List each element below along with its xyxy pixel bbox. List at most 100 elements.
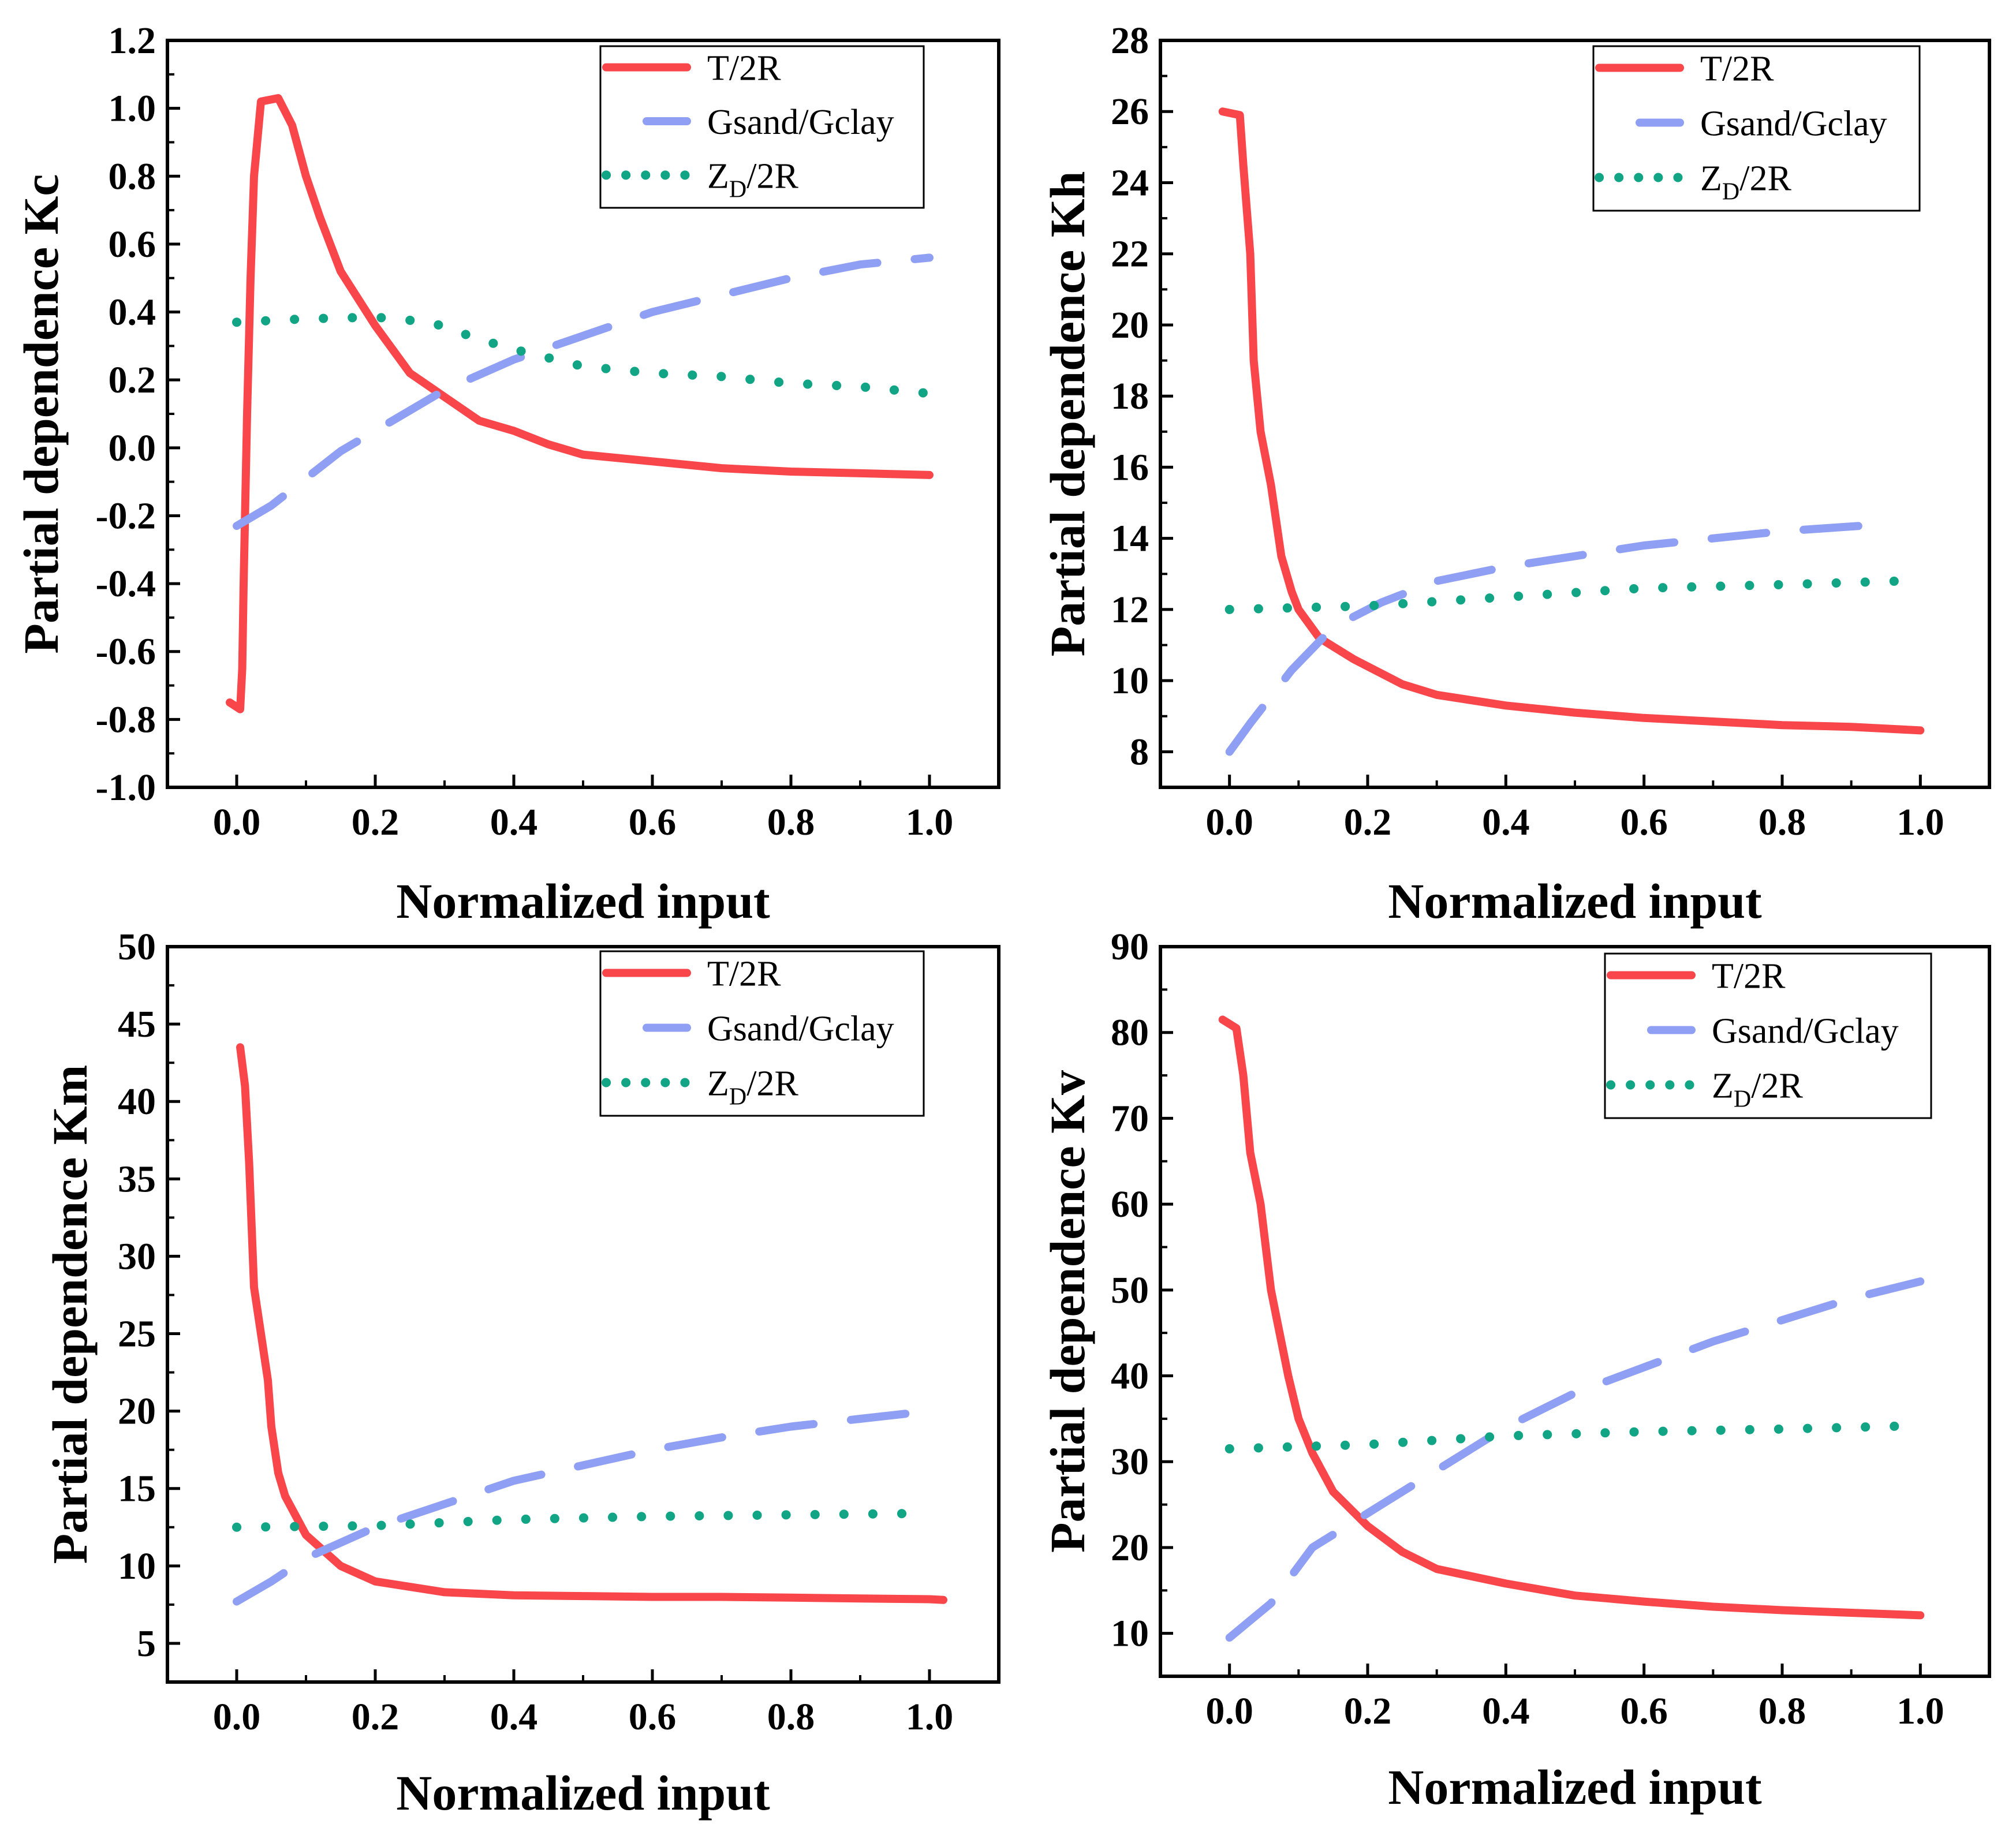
y-tick-label: 90 — [1111, 926, 1149, 968]
y-tick-label: 24 — [1111, 162, 1149, 204]
x-tick-label: 1.0 — [906, 801, 954, 843]
y-tick-label: 25 — [118, 1313, 156, 1355]
legend-label-zd-main: Z — [707, 156, 729, 196]
x-axis-title-km: Normalized input — [396, 1765, 770, 1821]
legend-label-t2r: T/2R — [707, 49, 781, 88]
y-tick-label: 8 — [1130, 731, 1149, 773]
chart-panel-kc: Partial dependence Kc Normalized input 0… — [13, 20, 1000, 929]
x-tick-label: 0.8 — [1759, 1690, 1806, 1732]
x-axis-title-kh: Normalized input — [1388, 873, 1762, 929]
y-tick-label: 60 — [1111, 1183, 1149, 1225]
legend-label-zd-sub: D — [1722, 179, 1739, 205]
legend-box — [599, 45, 925, 209]
legend-label-zd-tail: /2R — [1739, 159, 1791, 199]
x-tick-label: 0.2 — [1344, 1690, 1392, 1732]
series-line-zd-kc — [232, 312, 934, 398]
x-tick-label: 0.4 — [1482, 1690, 1530, 1732]
x-tick-label: 0.8 — [767, 1696, 815, 1738]
y-tick-label: 20 — [1111, 1527, 1149, 1569]
legend-label-zd-tail: /2R — [746, 1064, 798, 1104]
legend-label-zd-main: Z — [1700, 159, 1722, 199]
x-tick-label: 0.2 — [352, 1696, 400, 1738]
x-tick-label: 0.6 — [629, 801, 677, 843]
series-line-gsand-kc — [233, 253, 934, 530]
x-tick-label: 0.8 — [1759, 801, 1806, 843]
legend-label-zd: ZD/2R — [707, 156, 798, 203]
x-tick-label: 0.6 — [1620, 1690, 1668, 1732]
y-tick-label: 50 — [118, 926, 156, 968]
series-line-gsand-kv — [1225, 1277, 1925, 1642]
x-tick-label: 0.4 — [1482, 801, 1530, 843]
x-tick-label: 1.0 — [1896, 801, 1944, 843]
legend-label-gsand: Gsand/Gclay — [1700, 104, 1887, 144]
y-tick-label: 1.0 — [109, 88, 156, 130]
legend-label-zd-main: Z — [1712, 1067, 1734, 1106]
legend-label-zd: ZD/2R — [707, 1064, 798, 1111]
x-axis-title-kc: Normalized input — [396, 873, 770, 929]
legend-kv: T/2R Gsand/Gclay ZD/2R — [1604, 952, 1932, 1119]
series-line-zd-km — [232, 1508, 934, 1532]
y-tick-label: 10 — [118, 1545, 156, 1587]
legend-box — [1592, 45, 1921, 212]
y-tick-label: 0.2 — [109, 359, 156, 401]
y-tick-label: 10 — [1111, 1613, 1149, 1655]
legend-box — [599, 950, 925, 1117]
legend-label-zd: ZD/2R — [1712, 1067, 1803, 1113]
y-tick-label: 0.4 — [109, 291, 156, 334]
legend-label-zd-sub: D — [729, 176, 746, 203]
y-tick-label: 0.0 — [109, 427, 156, 469]
y-tick-label: 30 — [1111, 1441, 1149, 1483]
y-tick-label: 16 — [1111, 446, 1149, 488]
series-line-t2r-kc — [226, 94, 934, 713]
legend-label-zd-sub: D — [729, 1084, 746, 1111]
y-tick-label: 40 — [1111, 1355, 1149, 1397]
y-tick-label: 18 — [1111, 375, 1149, 417]
legend-km: T/2R Gsand/Gclay ZD/2R — [599, 950, 925, 1117]
legend-label-t2r: T/2R — [1712, 957, 1786, 996]
legend-label-gsand: Gsand/Gclay — [707, 103, 894, 142]
y-tick-label: 20 — [1111, 304, 1149, 346]
y-axis-title-kv: Partial dependence Kv — [1040, 1070, 1095, 1553]
y-tick-label: 12 — [1111, 589, 1149, 631]
y-tick-label: -0.2 — [96, 495, 156, 537]
x-tick-label: 0.0 — [213, 801, 261, 843]
legend-kh: T/2R Gsand/Gclay ZD/2R — [1592, 45, 1921, 212]
legend-kc: T/2R Gsand/Gclay ZD/2R — [599, 45, 925, 209]
legend-box — [1604, 952, 1932, 1119]
y-tick-label: 0.6 — [109, 223, 156, 266]
legend-label-t2r: T/2R — [1700, 50, 1774, 89]
y-tick-label: 80 — [1111, 1012, 1149, 1054]
legend-label-zd-tail: /2R — [1751, 1067, 1803, 1106]
x-tick-label: 0.2 — [1344, 801, 1392, 843]
chart-panel-km: Partial dependence Km Normalized input 0… — [42, 926, 1000, 1821]
chart-panel-kv: Partial dependence Kv Normalized input 0… — [1040, 926, 1991, 1815]
y-tick-label: 22 — [1111, 233, 1149, 275]
y-tick-label: 5 — [137, 1623, 156, 1665]
y-axis-title-km: Partial dependence Km — [42, 1065, 98, 1564]
y-tick-label: 15 — [118, 1468, 156, 1510]
legend-label-gsand: Gsand/Gclay — [707, 1010, 894, 1049]
x-tick-label: 1.0 — [1896, 1690, 1944, 1732]
legend-label-zd: ZD/2R — [1700, 159, 1791, 205]
y-tick-label: 14 — [1111, 518, 1149, 560]
y-axis-title-kc: Partial dependence Kc — [13, 174, 69, 653]
chart-panel-kh: Partial dependence Kh Normalized input 0… — [1040, 20, 1991, 929]
y-tick-label: 0.8 — [109, 155, 156, 197]
y-tick-label: 26 — [1111, 91, 1149, 133]
x-tick-label: 0.2 — [352, 801, 400, 843]
series-line-t2r-km — [236, 1043, 947, 1604]
y-tick-label: -1.0 — [96, 767, 156, 809]
x-tick-label: 0.0 — [1205, 801, 1253, 843]
y-tick-label: -0.8 — [96, 698, 156, 741]
legend-label-zd-main: Z — [707, 1064, 729, 1104]
x-tick-label: 0.6 — [629, 1696, 677, 1738]
y-tick-label: 20 — [118, 1391, 156, 1433]
y-tick-label: 45 — [118, 1003, 156, 1045]
x-tick-label: 0.0 — [213, 1696, 261, 1738]
x-tick-label: 0.8 — [767, 801, 815, 843]
y-tick-label: 35 — [118, 1158, 156, 1200]
x-tick-label: 0.6 — [1620, 801, 1668, 843]
y-tick-label: 30 — [118, 1235, 156, 1277]
series-line-gsand-kh — [1225, 520, 1890, 756]
